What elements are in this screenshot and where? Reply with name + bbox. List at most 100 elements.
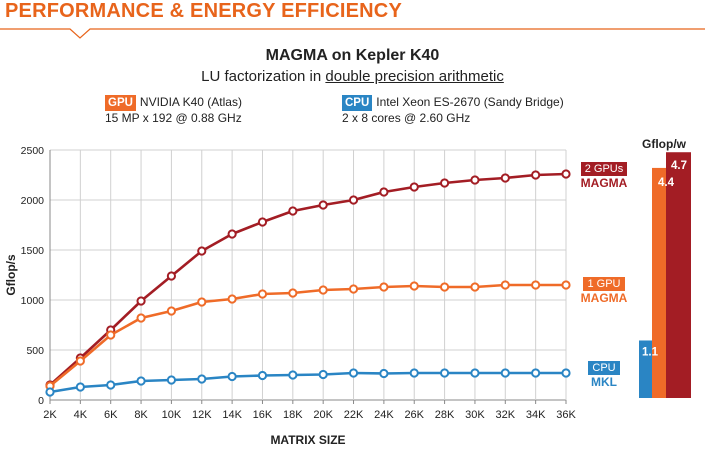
chart-subtitle: LU factorization in double precision ari…: [0, 68, 705, 85]
series-point-magma1-10K: [166, 306, 177, 316]
series-point-mkl-26K: [409, 368, 419, 378]
series-point-mkl-18K: [288, 370, 298, 380]
y-axis-label: Gflop/s: [4, 254, 18, 296]
cpu-spec-line1: Intel Xeon ES-2670 (Sandy Bridge): [376, 95, 564, 109]
series-point-mkl-2K: [45, 387, 55, 397]
series-point-magma1-34K: [531, 280, 541, 290]
series-point-magma2-34K: [531, 170, 541, 180]
series-point-mkl-24K: [379, 368, 389, 379]
x-tick-label-28K: 28K: [435, 409, 455, 421]
series-point-magma2-36K: [561, 169, 571, 179]
series-point-magma2-18K: [288, 206, 298, 216]
series-point-mkl-4K: [75, 382, 85, 392]
y-tick-label-0: 0: [38, 395, 44, 407]
series-name-magma-2gpu: MAGMA: [580, 176, 628, 190]
efficiency-value-2-gpus: 4.7: [671, 160, 687, 172]
y-tick-label-2000: 2000: [21, 195, 45, 207]
gpu-badge: GPU: [105, 95, 136, 111]
y-tick-label-1000: 1000: [21, 295, 45, 307]
series-point-magma1-32K: [500, 280, 510, 290]
efficiency-bar-2-gpus: [666, 152, 691, 398]
series-point-mkl-28K: [439, 368, 450, 378]
series-label-magma-1gpu: 1 GPU MAGMA: [574, 276, 634, 305]
x-tick-label-34K: 34K: [526, 409, 546, 421]
x-tick-label-26K: 26K: [404, 409, 424, 421]
series-chip-2gpus: 2 GPUs: [580, 162, 628, 176]
series-point-magma1-4K: [75, 356, 85, 366]
series-point-magma2-22K: [348, 195, 359, 205]
x-tick-label-4K: 4K: [74, 409, 88, 421]
cpu-spec: CPU Intel Xeon ES-2670 (Sandy Bridge) 2 x…: [342, 95, 564, 126]
header-underline: [0, 28, 705, 39]
series-label-mkl: CPU MKL: [574, 360, 634, 389]
series-point-magma1-6K: [106, 330, 116, 340]
series-point-magma2-24K: [379, 187, 389, 197]
series-point-mkl-34K: [531, 368, 541, 378]
series-point-magma1-30K: [470, 282, 480, 292]
series-point-magma2-12K: [197, 246, 207, 256]
series-point-magma2-30K: [470, 175, 480, 185]
x-axis-label: MATRIX SIZE: [270, 433, 345, 447]
y-tick-label-2500: 2500: [21, 145, 45, 157]
subtitle-emphasis: double precision arithmetic: [325, 68, 504, 85]
series-point-magma1-24K: [379, 282, 389, 292]
axis-layer: 0 500 1000 1500 2000 2500 2K 4K 6K 8K 10K 12K 14K 16K…: [21, 145, 577, 421]
cpu-badge: CPU: [342, 95, 373, 111]
subtitle-prefix: LU factorization in: [201, 68, 326, 85]
x-tick-label-14K: 14K: [222, 409, 242, 421]
header-title: PERFORMANCE & ENERGY EFFICIENCY: [5, 0, 402, 22]
x-tick-label-8K: 8K: [134, 409, 148, 421]
series-point-magma2-28K: [439, 178, 450, 188]
series-point-mkl-6K: [106, 380, 116, 390]
series-point-mkl-16K: [257, 370, 268, 381]
x-tick-label-16K: 16K: [253, 409, 273, 421]
series-point-magma1-36K: [561, 280, 571, 290]
series-point-magma2-26K: [409, 182, 419, 192]
x-tick-label-30K: 30K: [465, 409, 485, 421]
bar-layer: 1.1 4.4 4.7: [639, 152, 691, 398]
x-tick-label-6K: 6K: [104, 409, 118, 421]
x-tick-label-10K: 10K: [162, 409, 182, 421]
gpu-spec-line1: NVIDIA K40 (Atlas): [139, 95, 242, 109]
series-point-mkl-12K: [197, 374, 207, 384]
gpu-spec: GPU NVIDIA K40 (Atlas) 15 MP x 192 @ 0.88…: [105, 95, 242, 126]
series-chip-1gpu: 1 GPU: [583, 277, 625, 291]
series-point-magma1-16K: [257, 289, 268, 299]
series-point-mkl-8K: [136, 376, 146, 386]
series-label-magma-2gpu: 2 GPUs MAGMA: [574, 161, 634, 190]
series-line-magma1: [49, 283, 566, 388]
series-line-magma2: [49, 172, 567, 386]
x-tick-label-24K: 24K: [374, 409, 394, 421]
series-point-magma2-8K: [136, 296, 146, 306]
series-point-magma2-16K: [257, 217, 268, 227]
bar-chart-ylabel: Gflop/w: [642, 137, 686, 151]
x-tick-label-22K: 22K: [344, 409, 364, 421]
x-tick-label-18K: 18K: [283, 409, 303, 421]
series-point-mkl-30K: [470, 368, 480, 378]
series-name-magma-1gpu: MAGMA: [580, 291, 628, 305]
cpu-spec-line2: 2 x 8 cores @ 2.60 GHz: [342, 111, 471, 125]
series-point-magma2-10K: [166, 271, 177, 281]
line-layer: [45, 169, 571, 397]
series-point-magma1-20K: [318, 285, 328, 295]
series-point-magma1-14K: [227, 294, 237, 304]
series-line-mkl: [49, 371, 566, 394]
series-point-magma2-14K: [227, 229, 237, 239]
series-point-mkl-32K: [500, 368, 510, 378]
series-point-mkl-20K: [318, 369, 328, 380]
y-tick-label-1500: 1500: [21, 245, 45, 257]
series-point-magma1-26K: [409, 281, 419, 291]
series-chip-cpu: CPU: [588, 361, 620, 375]
series-point-mkl-14K: [227, 371, 237, 382]
chart-title: MAGMA on Kepler K40: [265, 47, 440, 64]
series-point-magma2-20K: [318, 200, 328, 210]
efficiency-value-1-gpu: 4.4: [658, 177, 675, 189]
series-point-mkl-10K: [166, 375, 177, 385]
x-tick-label-12K: 12K: [192, 409, 212, 421]
series-point-magma2-32K: [500, 173, 510, 183]
series-name-mkl: MKL: [591, 375, 617, 389]
x-tick-label-32K: 32K: [496, 409, 516, 421]
x-tick-label-2K: 2K: [43, 409, 57, 421]
series-point-magma1-12K: [197, 297, 207, 307]
